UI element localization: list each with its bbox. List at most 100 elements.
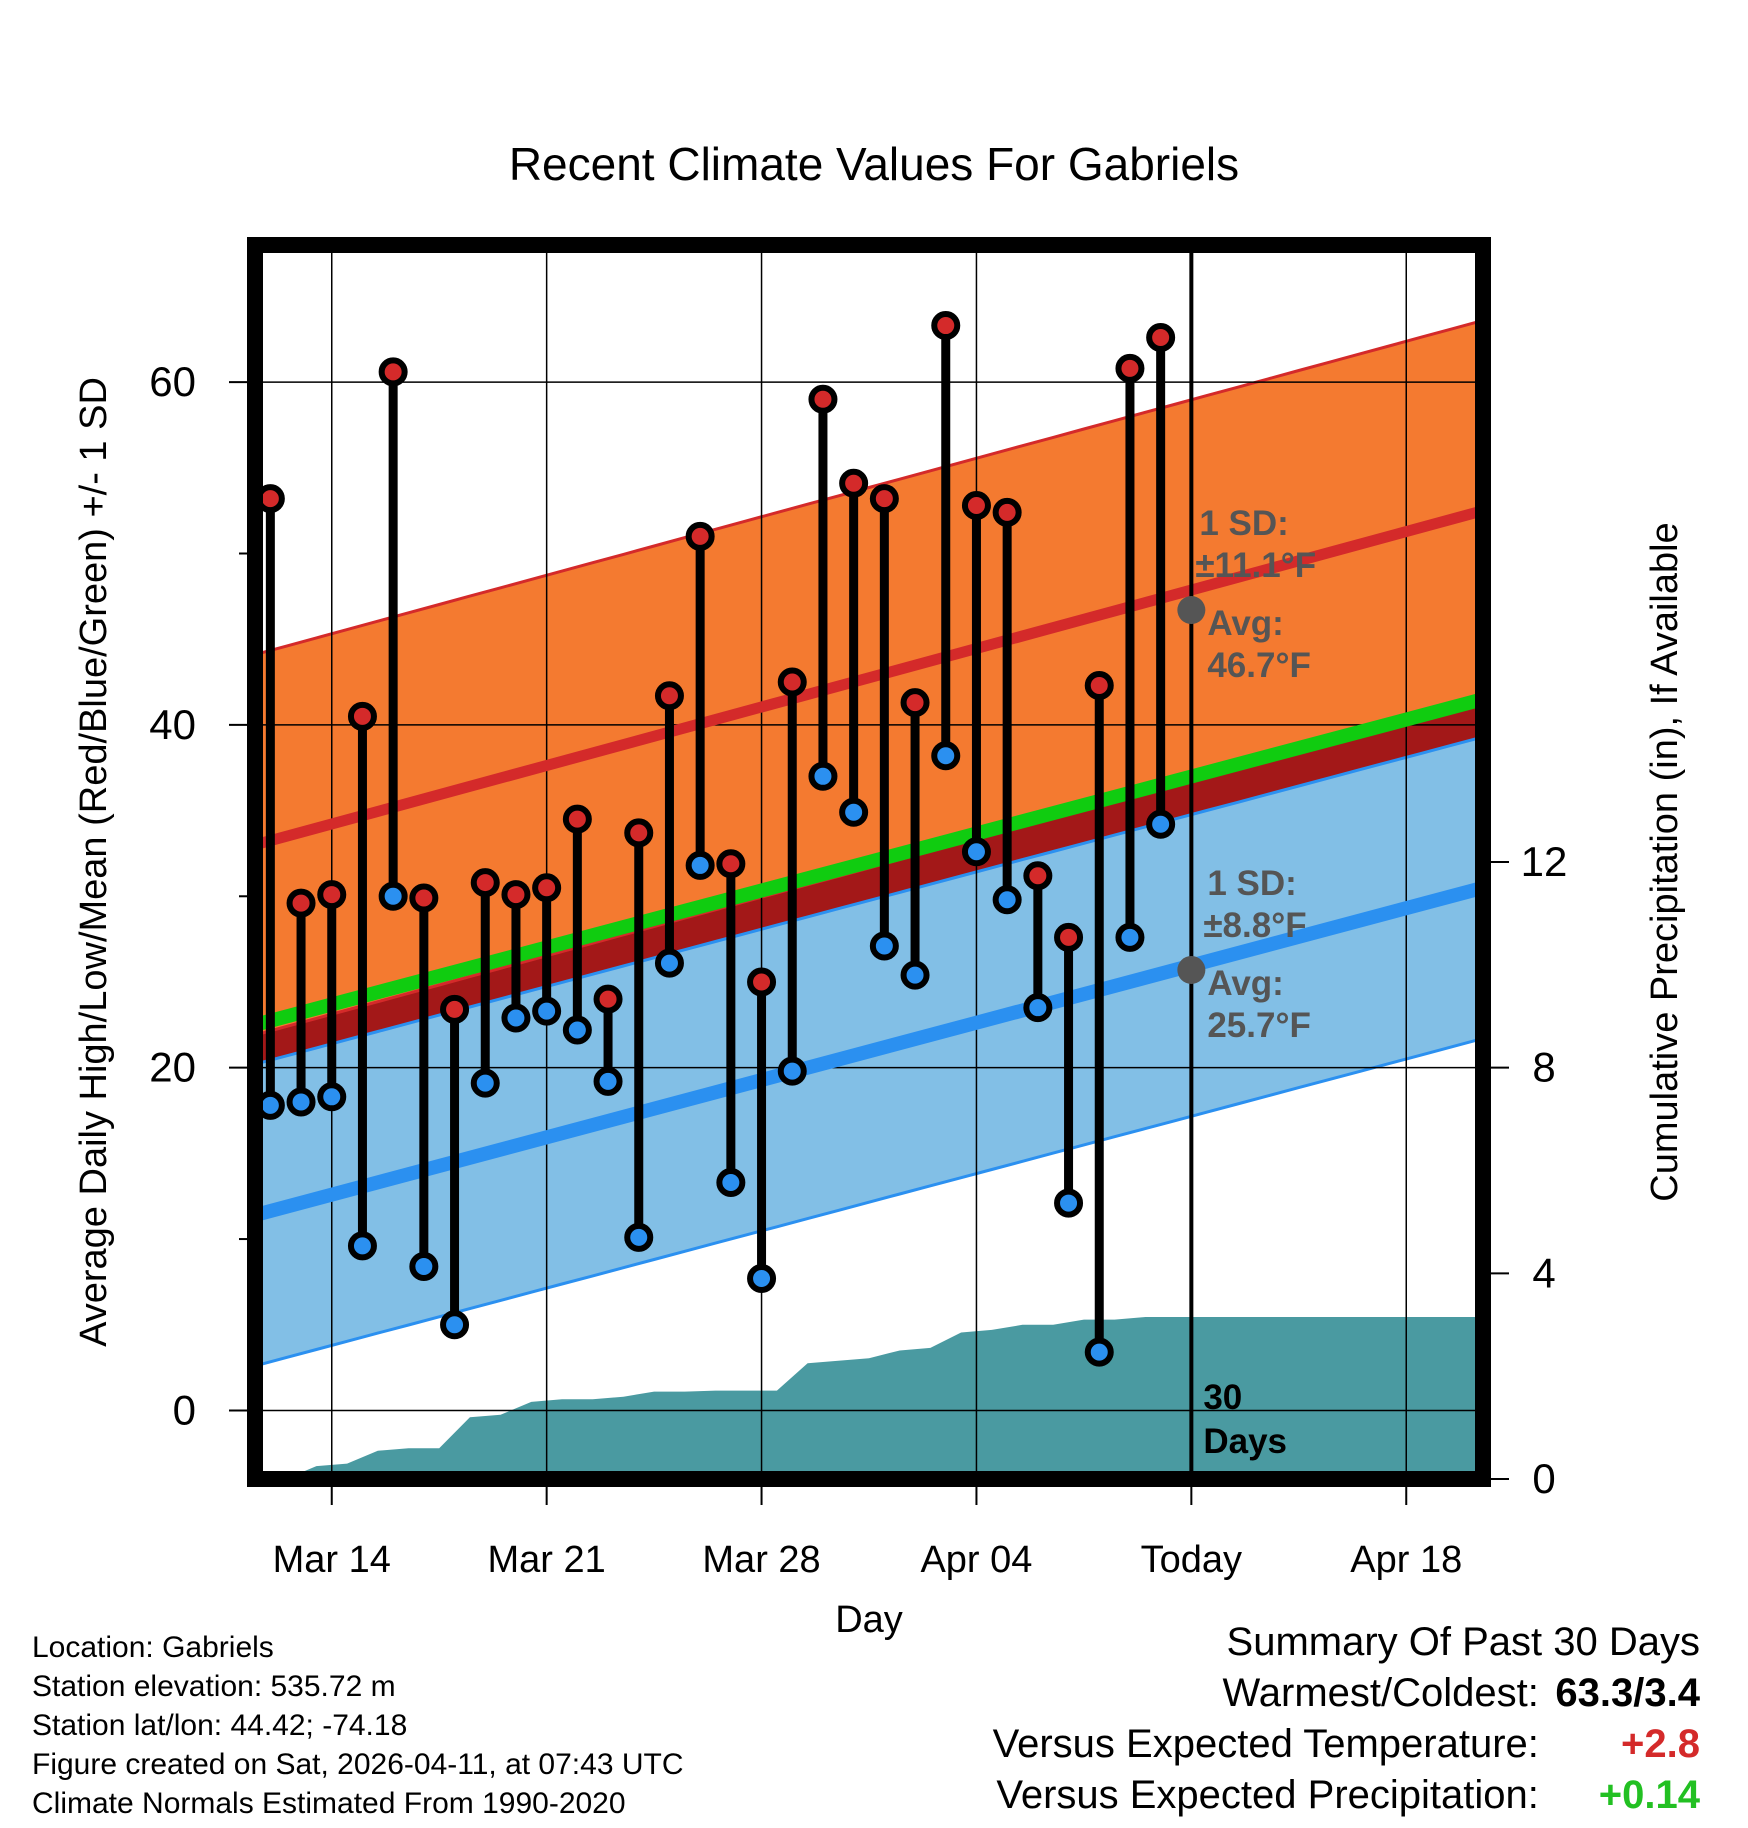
x-axis: Mar 14 Mar 21 Mar 28 Apr 04 Today Apr 18 <box>273 1487 1462 1581</box>
x-tick-label: Apr 18 <box>1350 1539 1462 1581</box>
observed-low-point <box>1054 1188 1084 1218</box>
observed-high-point <box>777 667 807 697</box>
observed-low-point <box>869 931 899 961</box>
observed-day <box>440 994 470 1340</box>
observed-low-point <box>624 1222 654 1252</box>
observed-low-point <box>992 885 1022 915</box>
normal-mean-line <box>255 692 1483 1032</box>
high-sd-value: ±11.1°F <box>1195 546 1316 585</box>
observed-day <box>378 357 408 911</box>
observed-day <box>747 967 777 1293</box>
observed-low-point <box>808 761 838 791</box>
temp-departure-row: Versus Expected Temperature: +2.8 <box>993 1719 1700 1770</box>
observed-low-point <box>1023 993 1053 1023</box>
high-avg-label: Avg: <box>1207 604 1283 643</box>
observed-low-point <box>501 1003 531 1033</box>
normal-high-line <box>255 505 1483 851</box>
y-tick-label: 0 <box>173 1386 196 1433</box>
y-tick-label: 20 <box>149 1044 196 1091</box>
observed-day <box>716 849 746 1197</box>
observed-low-point <box>562 1015 592 1045</box>
observed-high-point <box>654 681 684 711</box>
latlon-text: Station lat/lon: 44.42; -74.18 <box>32 1709 408 1742</box>
low-avg-marker <box>1177 955 1206 984</box>
low-sd-value: ±8.8°F <box>1203 906 1306 945</box>
observed-low-point <box>317 1082 347 1112</box>
observed-low-point <box>1115 922 1145 952</box>
normal-low-line <box>255 880 1483 1222</box>
observed-day <box>317 880 347 1112</box>
observed-day <box>409 883 439 1281</box>
days-count-label: 30 <box>1203 1378 1242 1417</box>
observed-high-point <box>470 868 500 898</box>
x-tick-label: Mar 14 <box>273 1539 391 1581</box>
observed-low-point <box>654 948 684 978</box>
y2-tick-label: 4 <box>1532 1249 1555 1296</box>
summary-panel: Summary Of Past 30 Days Warmest/Coldest:… <box>993 1617 1700 1821</box>
observed-day <box>624 818 654 1252</box>
observed-high-point <box>317 880 347 910</box>
observed-high-point <box>532 873 562 903</box>
observed-day <box>685 521 715 880</box>
y-tick-label: 40 <box>149 701 196 748</box>
y2-axis: 0 4 8 12 <box>1491 838 1567 1502</box>
observed-low-point <box>961 837 991 867</box>
observed-high-point <box>839 468 869 498</box>
observed-low-point <box>777 1056 807 1086</box>
observed-low-point <box>1084 1337 1114 1367</box>
days-unit-label: Days <box>1203 1422 1287 1461</box>
low-sd-label: 1 SD: <box>1207 864 1296 903</box>
observed-high-point <box>1146 323 1176 353</box>
observed-day <box>562 804 592 1045</box>
observed-day <box>532 873 562 1026</box>
y2-tick-label: 12 <box>1521 838 1568 885</box>
y2-axis-label: Cumulative Precipitation (in), If Availa… <box>1644 522 1686 1201</box>
high-band-upper-edge <box>255 318 1483 657</box>
observed-low-point <box>470 1068 500 1098</box>
band-overlap <box>255 700 1483 1065</box>
low-avg-value: 25.7°F <box>1207 1006 1311 1045</box>
observed-values <box>255 311 1176 1367</box>
observed-high-point <box>378 357 408 387</box>
observed-low-point <box>532 996 562 1026</box>
observed-day <box>777 667 807 1086</box>
temp-departure-value: +2.8 <box>1621 1722 1700 1766</box>
observed-day <box>808 384 838 791</box>
precip-departure-row: Versus Expected Precipitation: +0.14 <box>993 1770 1700 1821</box>
high-avg-value: 46.7°F <box>1207 646 1311 685</box>
warmest-coldest-value: 63.3/3.4 <box>1555 1671 1700 1715</box>
observed-high-point <box>900 688 930 718</box>
observed-high-point <box>347 701 377 731</box>
observed-low-point <box>747 1263 777 1293</box>
observed-high-point <box>501 880 531 910</box>
precipitation-area <box>285 1317 1483 1479</box>
warmest-coldest-row: Warmest/Coldest: 63.3/3.4 <box>993 1668 1701 1719</box>
observed-high-point <box>961 491 991 521</box>
observed-low-point <box>409 1251 439 1281</box>
normals-text: Climate Normals Estimated From 1990-2020 <box>32 1787 626 1820</box>
observed-day <box>869 484 899 961</box>
observed-high-point <box>286 888 316 918</box>
low-avg-label: Avg: <box>1207 964 1283 1003</box>
location-text: Location: Gabriels <box>32 1631 274 1664</box>
observed-low-point <box>900 960 930 990</box>
observed-day <box>961 491 991 867</box>
observed-high-point <box>562 804 592 834</box>
observed-high-point <box>409 883 439 913</box>
x-tick-label: Today <box>1141 1539 1242 1581</box>
observed-high-point <box>992 497 1022 527</box>
observed-low-point <box>716 1167 746 1197</box>
observed-day <box>1054 922 1084 1218</box>
observed-high-point <box>869 484 899 514</box>
plot-frame <box>247 237 1491 1487</box>
temp-departure-label: Versus Expected Temperature: <box>992 1722 1539 1766</box>
x-tick-label: Apr 04 <box>920 1539 1032 1581</box>
x-tick-label: Mar 21 <box>488 1539 606 1581</box>
observed-day <box>347 701 377 1261</box>
observed-day <box>593 984 623 1096</box>
observed-day <box>992 497 1022 915</box>
station-info: Location: Gabriels Station elevation: 53… <box>32 1628 684 1823</box>
observed-high-point <box>1023 861 1053 891</box>
observed-high-point <box>1054 922 1084 952</box>
